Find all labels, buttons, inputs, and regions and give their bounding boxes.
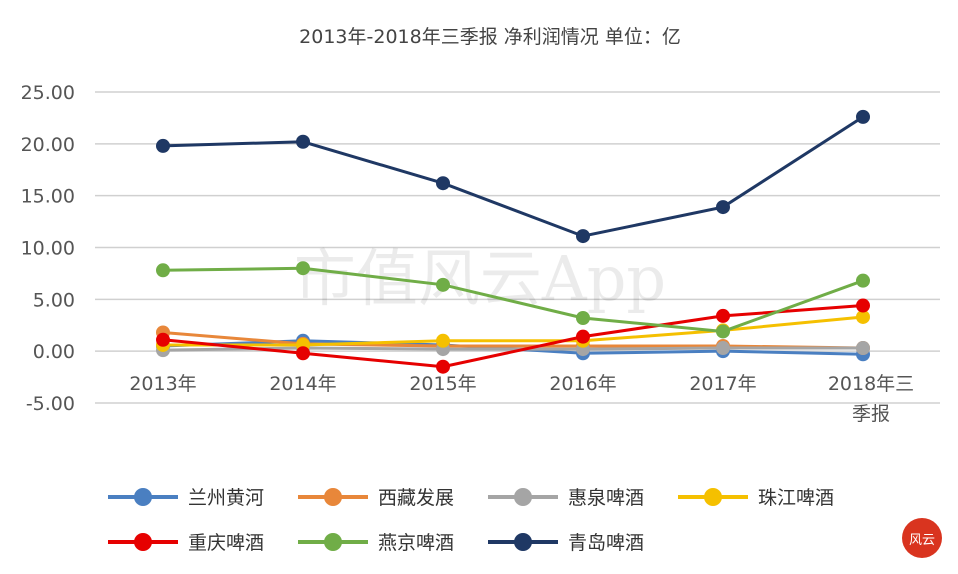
legend-label: 兰州黄河 [188,487,264,509]
y-tick-label: 5.00 [33,289,75,311]
legend-swatch-marker [134,533,152,551]
data-point [716,324,730,339]
data-point [856,273,870,288]
svg-text:风云: 风云 [909,533,935,548]
data-point [296,346,310,361]
data-point [156,138,170,153]
legend-item: 青岛啤酒 [488,532,644,554]
y-tick-label: 25.00 [21,82,75,104]
legend-item: 珠江啤酒 [678,487,834,509]
x-tick-label: 2015年 [409,373,476,395]
legend-item: 兰州黄河 [108,487,264,509]
series-line [163,315,864,347]
data-point [716,341,730,356]
x-tick-label: 2016年 [549,373,616,395]
legend-swatch-marker [514,488,532,506]
x-tick-label: 2014年 [269,373,336,395]
data-point [156,332,170,347]
data-point [576,329,590,344]
legend-item: 西藏发展 [298,487,454,509]
y-tick-label: -5.00 [26,393,75,415]
data-point [576,229,590,244]
chart-title: 2013年-2018年三季报 净利润情况 单位：亿 [299,26,681,48]
legend-label: 珠江啤酒 [758,487,834,509]
legend-item: 惠泉啤酒 [488,487,644,509]
x-tick-label: 2017年 [689,373,756,395]
series-line [162,304,864,369]
legend-label: 燕京啤酒 [378,532,454,554]
series-line [162,115,864,238]
data-point [436,333,450,348]
x-tick-label-cont: 季报 [852,403,890,425]
legend-swatch-marker [324,488,342,506]
series-line [162,346,863,352]
legend-item: 燕京啤酒 [298,532,454,554]
legend-label: 西藏发展 [378,487,454,509]
legend-swatch-marker [704,488,722,506]
legend-swatch-marker [134,488,152,506]
data-point [296,134,310,149]
y-tick-label: 20.00 [21,134,75,156]
legend-swatch-marker [514,533,532,551]
data-point [716,308,730,323]
series-6 [156,109,870,244]
data-point [436,277,450,292]
legend-swatch-marker [324,533,342,551]
legend-label: 青岛啤酒 [568,532,644,554]
data-point [436,359,450,374]
series-5 [156,261,870,339]
series-4 [156,298,870,374]
data-point [856,309,870,324]
x-tick-label: 2013年 [129,373,196,395]
logo-badge: 风云 [902,518,942,558]
data-point [856,298,870,313]
data-point [156,263,170,278]
data-point [436,176,450,191]
data-point [576,310,590,325]
legend-label: 惠泉啤酒 [568,487,644,509]
y-tick-label: 0.00 [33,341,75,363]
legend-item: 重庆啤酒 [108,532,264,554]
watermark: 市值风云App [294,242,666,315]
y-tick-label: 15.00 [21,186,75,208]
x-tick-label: 2018年三 [828,373,914,395]
series-line [162,331,864,350]
data-point [856,341,870,356]
y-tick-label: 10.00 [21,238,75,260]
legend-label: 重庆啤酒 [188,532,264,554]
series-line [162,266,864,333]
data-point [296,261,310,276]
data-point [716,200,730,215]
data-point [856,109,870,124]
